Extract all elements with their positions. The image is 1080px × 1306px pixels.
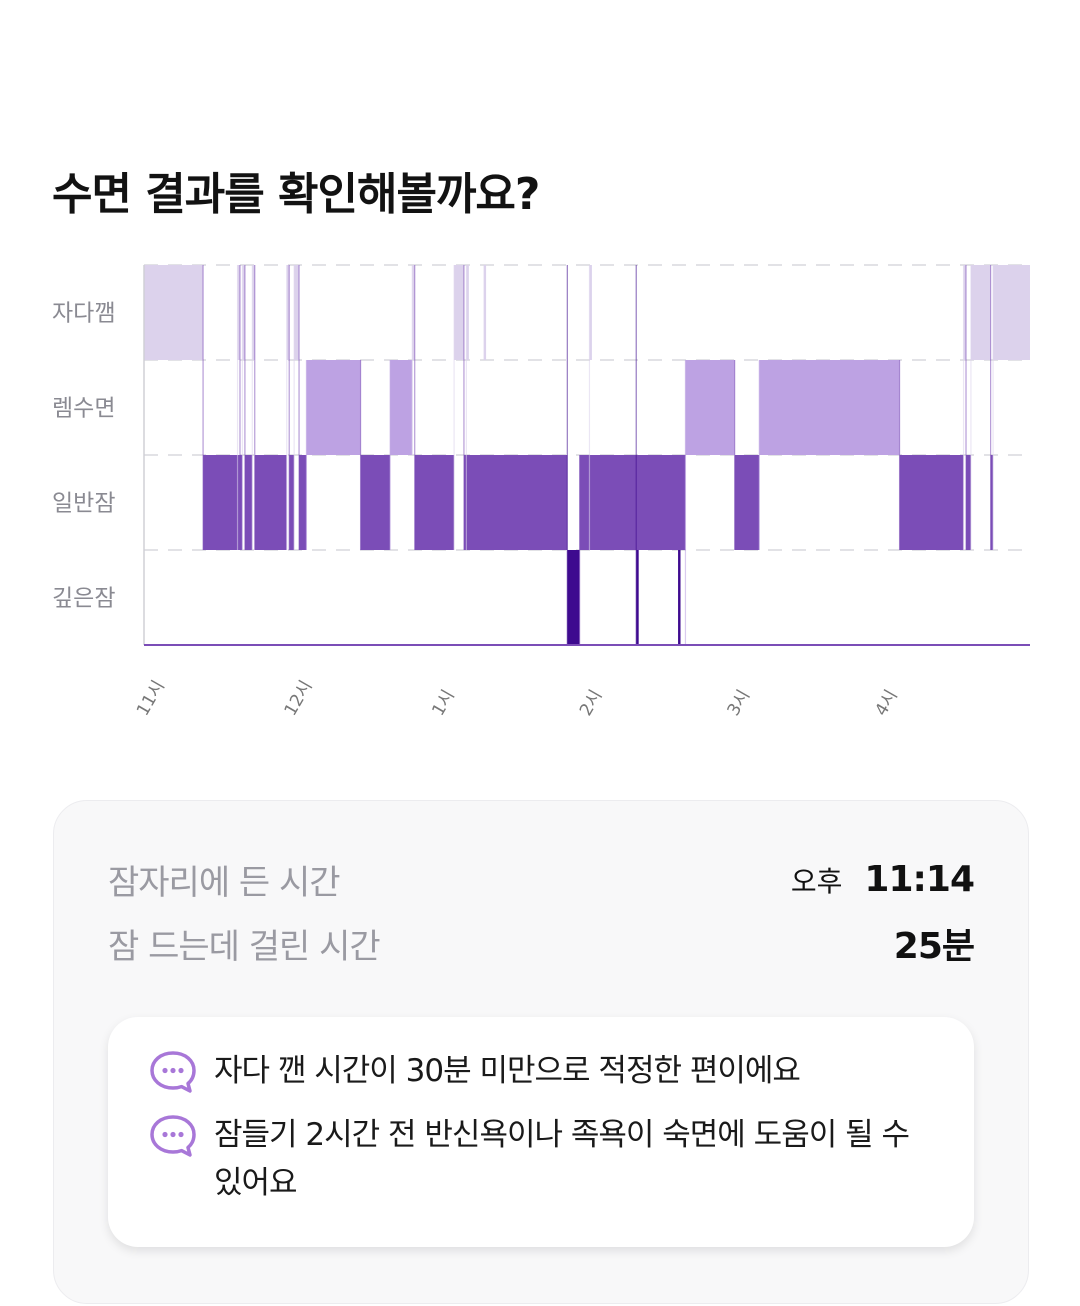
stage-label: 자다깸 (52, 301, 115, 327)
stage-label: 렘수면 (52, 396, 115, 422)
sleep-segment (390, 360, 413, 455)
sleep-segment (483, 265, 487, 360)
sleep-segment (990, 455, 994, 550)
sleep-segment (899, 455, 964, 550)
sleep-segment (237, 265, 240, 360)
sleep-segment (966, 455, 971, 550)
chat-bubble-icon (150, 1051, 196, 1093)
sleep-segment (734, 455, 760, 550)
sleep-segment (239, 455, 243, 550)
sleep-segment (678, 550, 681, 645)
stage-label: 깊은잠 (52, 586, 115, 612)
sleep-segment (294, 265, 300, 360)
sleep-latency-label: 잠 드는데 걸린 시간 (108, 926, 381, 967)
sleep-segment (759, 360, 900, 455)
bedtime-label: 잠자리에 든 시간 (108, 862, 341, 903)
sleep-segment (589, 265, 592, 360)
sleep-segment (579, 455, 686, 550)
tips-card: 자다 깬 시간이 30분 미만으로 적정한 편이에요 잠들기 2시간 전 반신욕… (108, 1017, 974, 1247)
x-tick-label: 2시 (576, 687, 607, 720)
sleep-segment (360, 455, 391, 550)
sleep-segment (963, 265, 967, 360)
x-tick-label: 11시 (133, 677, 169, 719)
sleep-segment (289, 455, 295, 550)
sleep-segment (306, 360, 361, 455)
sleep-segment (685, 360, 735, 455)
page-title: 수면 결과를 확인해볼까요? (52, 169, 540, 220)
bedtime-row: 잠자리에 든 시간 오후 11:14 (108, 853, 975, 905)
sleep-segment (144, 265, 204, 360)
sleep-segment (242, 265, 245, 360)
sleep-latency-value-group: 25분 (893, 917, 975, 969)
tip-item: 잠들기 2시간 전 반신욕이나 족욕이 숙면에 도움이 될 수 있어요 (148, 1111, 938, 1207)
sleep-segment (299, 455, 307, 550)
bedtime-value-group: 오후 11:14 (790, 858, 975, 900)
sleep-summary-card: 잠자리에 든 시간 오후 11:14 잠 드는데 걸린 시간 25분 자다 깬 … (53, 800, 1029, 1304)
stage-label: 일반잠 (52, 491, 115, 517)
sleep-segment (244, 455, 253, 550)
sleep-segment (254, 455, 287, 550)
tip-text: 자다 깬 시간이 30분 미만으로 적정한 편이에요 (214, 1053, 801, 1089)
sleep-segment (414, 455, 455, 550)
tip-item: 자다 깬 시간이 30분 미만으로 적정한 편이에요 (148, 1047, 938, 1095)
chat-bubble-icon (150, 1115, 196, 1157)
sleep-segment (412, 265, 415, 360)
sleep-segment (286, 265, 290, 360)
sleep-segment (970, 265, 991, 360)
sleep-latency-value: 25분 (893, 926, 975, 967)
x-tick-label: 1시 (428, 687, 459, 720)
sleep-segment (466, 265, 469, 360)
bedtime-value: 11:14 (864, 858, 975, 900)
x-tick-label: 12시 (281, 677, 317, 719)
sleep-segment (636, 550, 639, 645)
sleep-segment (252, 265, 255, 360)
bedtime-ampm: 오후 (790, 864, 843, 898)
sleep-segment (567, 550, 580, 645)
tip-text: 잠들기 2시간 전 반신욕이나 족욕이 숙면에 도움이 될 수 있어요 (214, 1117, 910, 1201)
sleep-segment (463, 455, 568, 550)
x-tick-label: 3시 (724, 687, 755, 720)
sleep-segment (454, 265, 464, 360)
sleep-latency-row: 잠 드는데 걸린 시간 25분 (108, 917, 975, 969)
x-tick-label: 4시 (871, 687, 902, 720)
sleep-segment (203, 455, 240, 550)
sleep-segment (993, 265, 1030, 360)
